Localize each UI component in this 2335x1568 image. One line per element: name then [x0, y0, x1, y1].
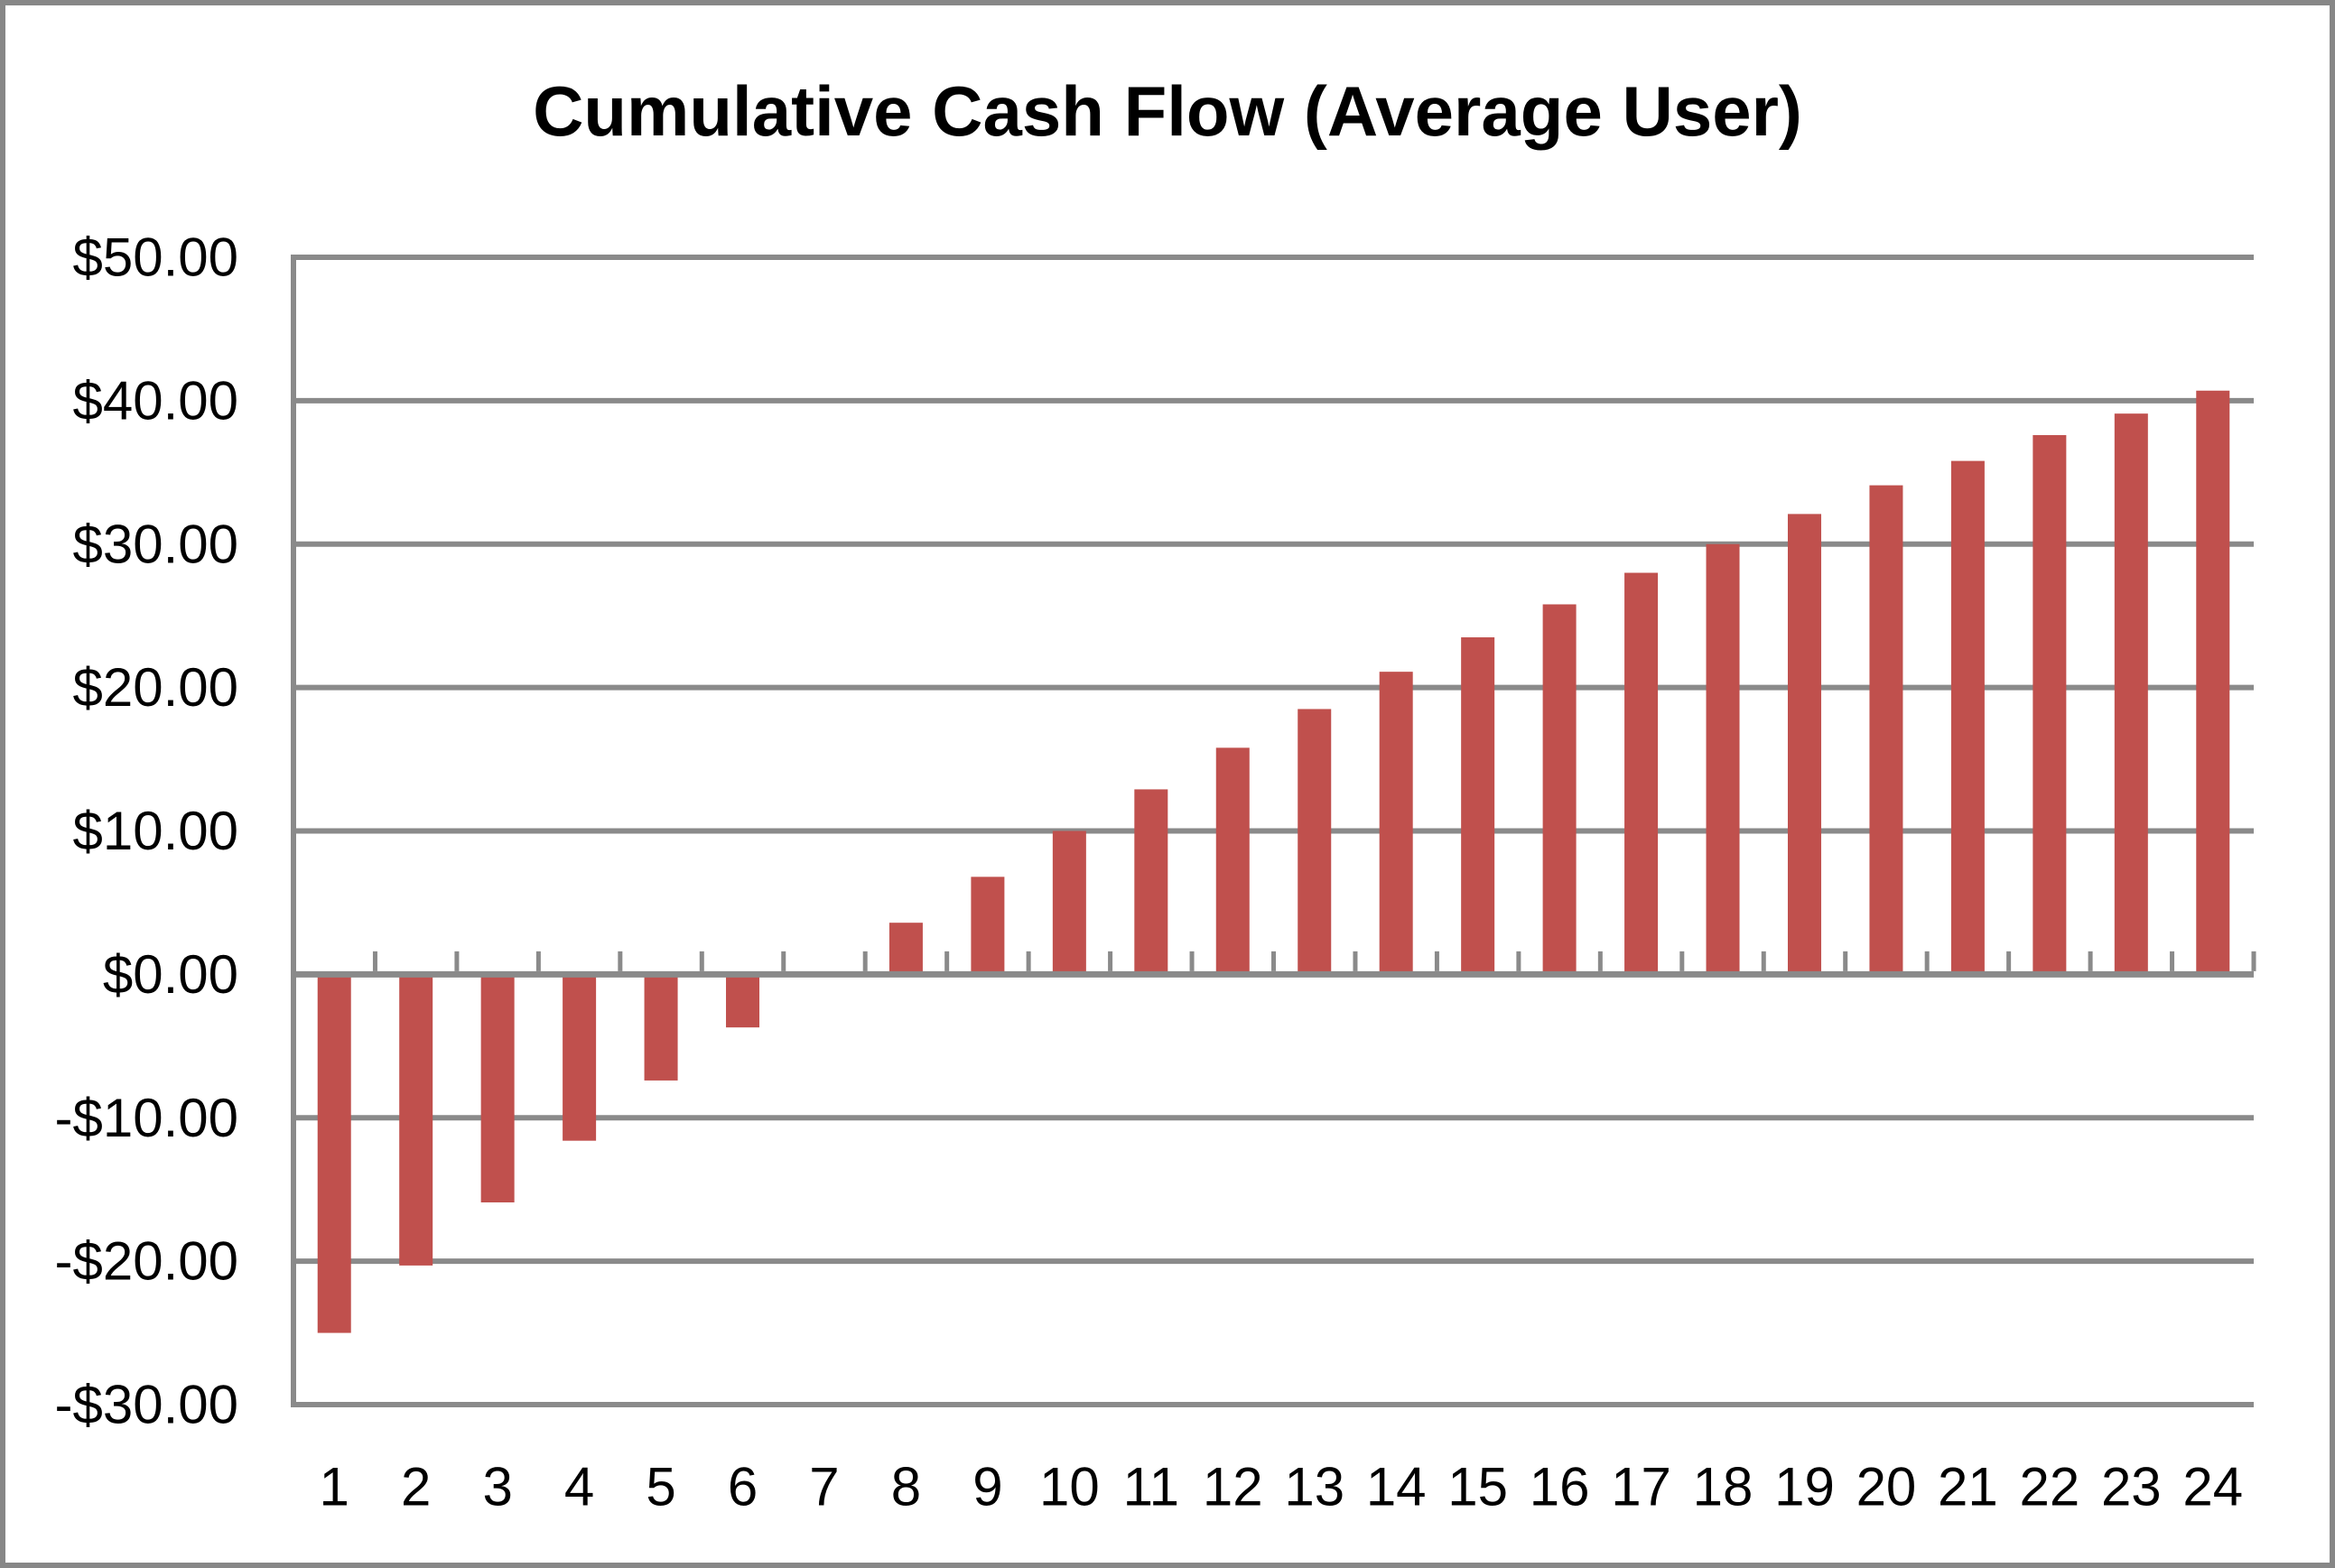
bar-month-2: [399, 974, 433, 1266]
category-tick: [1761, 951, 1766, 971]
category-tick: [2170, 951, 2175, 971]
bar-month-19: [1787, 514, 1821, 975]
y-tick-label: $50.00: [72, 227, 238, 288]
bar-month-22: [2033, 435, 2067, 975]
category-tick: [535, 951, 541, 971]
x-tick-label: 5: [646, 1457, 675, 1517]
gridline-y--20: [293, 1258, 2254, 1265]
category-tick: [372, 951, 377, 971]
bar-month-24: [2196, 390, 2230, 975]
y-tick-label: -$30.00: [55, 1375, 239, 1435]
bar-month-9: [971, 877, 1005, 975]
y-tick-label: $20.00: [72, 657, 238, 718]
category-tick: [2088, 951, 2093, 971]
x-tick-label: 4: [564, 1457, 594, 1517]
bar-month-21: [1950, 460, 1985, 975]
x-tick-label: 3: [482, 1457, 512, 1517]
x-tick-label: 17: [1611, 1457, 1671, 1517]
x-tick-label: 13: [1284, 1457, 1344, 1517]
category-tick: [862, 951, 868, 971]
bar-month-14: [1379, 672, 1413, 975]
x-tick-label: 12: [1203, 1457, 1263, 1517]
chart-title: Cumulative Cash Flow (Average User): [533, 71, 1802, 151]
x-tick-label: 9: [972, 1457, 1002, 1517]
bar-month-13: [1298, 709, 1332, 975]
bar-month-12: [1215, 747, 1250, 975]
category-tick: [1924, 951, 1930, 971]
category-tick: [944, 951, 950, 971]
gridline-y-50: [293, 255, 2254, 260]
x-tick-label: 14: [1366, 1457, 1427, 1517]
x-tick-label: 10: [1039, 1457, 1100, 1517]
category-tick: [1843, 951, 1848, 971]
category-tick: [1108, 951, 1113, 971]
category-tick: [2006, 951, 2012, 971]
y-tick-label: $30.00: [72, 514, 238, 574]
bar-month-18: [1706, 543, 1740, 975]
gridline-y-10: [293, 828, 2254, 834]
bar-month-1: [317, 974, 351, 1333]
bar-month-10: [1052, 830, 1086, 975]
bar-month-4: [563, 974, 597, 1141]
category-tick: [1597, 951, 1603, 971]
bar-month-15: [1461, 637, 1495, 975]
category-tick: [291, 951, 296, 971]
category-tick: [618, 951, 623, 971]
category-tick: [1353, 951, 1358, 971]
x-tick-label: 23: [2101, 1457, 2162, 1517]
bar-month-17: [1624, 572, 1659, 975]
x-tick-label: 1: [320, 1457, 349, 1517]
x-tick-label: 19: [1774, 1457, 1835, 1517]
x-tick-label: 8: [891, 1457, 921, 1517]
gridline-y-30: [293, 541, 2254, 547]
y-tick-label: -$20.00: [55, 1231, 239, 1292]
category-tick: [1026, 951, 1031, 971]
bar-month-20: [1869, 485, 1903, 975]
x-tick-label: 11: [1123, 1457, 1179, 1517]
category-tick: [1189, 951, 1195, 971]
x-tick-label: 24: [2182, 1457, 2243, 1517]
y-tick-label: $40.00: [72, 370, 238, 431]
category-tick: [1271, 951, 1276, 971]
category-tick: [1516, 951, 1521, 971]
bar-month-11: [1134, 789, 1168, 975]
x-tick-label: 18: [1693, 1457, 1754, 1517]
category-tick: [2251, 951, 2256, 971]
bar-month-3: [480, 974, 515, 1202]
bar-month-8: [888, 923, 923, 975]
x-tick-label: 15: [1447, 1457, 1508, 1517]
category-tick: [1679, 951, 1685, 971]
category-tick: [454, 951, 460, 971]
x-tick-label: 20: [1856, 1457, 1917, 1517]
bar-chart: $50.00 $40.00 $30.00 $20.00 $10.00 $0.00 -$10.…: [55, 227, 2256, 1517]
gridline-y-20: [293, 684, 2254, 691]
x-tick-label: 16: [1530, 1457, 1590, 1517]
gridline-y--10: [293, 1115, 2254, 1121]
bar-month-6: [726, 974, 760, 1028]
category-tick: [781, 951, 786, 971]
bar-month-16: [1542, 604, 1577, 975]
x-tick-label: 21: [1938, 1457, 1998, 1517]
x-tick-label: 6: [728, 1457, 758, 1517]
gridline-y--30: [293, 1402, 2254, 1407]
category-tick: [699, 951, 704, 971]
bar-month-5: [644, 974, 678, 1081]
bar-month-23: [2114, 413, 2148, 975]
y-tick-label: -$10.00: [55, 1088, 239, 1148]
y-axis-line: [291, 255, 296, 1407]
x-tick-label: 22: [2019, 1457, 2079, 1517]
y-tick-label: $0.00: [103, 944, 238, 1005]
gridline-y-40: [293, 397, 2254, 404]
y-tick-label: $10.00: [72, 801, 238, 861]
x-axis-line: [293, 970, 2254, 978]
x-tick-label: 2: [401, 1457, 431, 1517]
x-tick-label: 7: [809, 1457, 839, 1517]
category-tick: [1434, 951, 1439, 971]
